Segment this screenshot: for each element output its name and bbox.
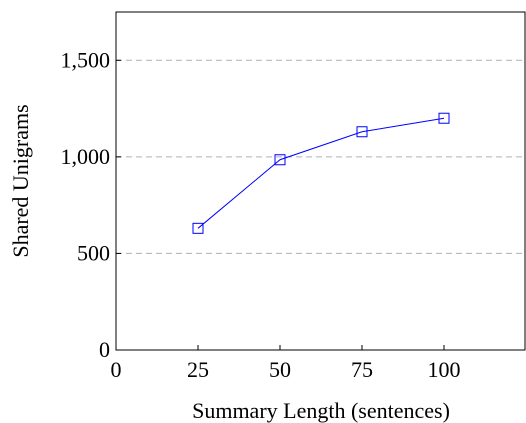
y-tick-label: 1,500 [61, 47, 111, 72]
x-tick-label: 75 [351, 357, 373, 382]
data-point-marker [356, 126, 368, 138]
x-tick-label: 50 [269, 357, 291, 382]
x-axis-label: Summary Length (sentences) [192, 398, 450, 423]
ticks-layer: 0 500 1,000 1,500 0 25 50 75 100 [61, 47, 461, 382]
data-point-marker [274, 154, 286, 166]
y-tick-label: 0 [99, 337, 110, 362]
plot-frame [115, 11, 526, 351]
y-axis-label: Shared Unigrams [8, 104, 33, 257]
series-layer [192, 112, 450, 234]
data-point-marker [438, 112, 450, 124]
x-tick-label: 100 [428, 357, 461, 382]
y-tick-label: 500 [77, 240, 110, 265]
series-line [197, 117, 445, 229]
grid-lines [116, 59, 526, 254]
x-tick-label: 25 [187, 357, 209, 382]
data-point-marker [192, 222, 204, 234]
y-tick-label: 1,000 [61, 144, 111, 169]
x-tick-label: 0 [111, 357, 122, 382]
